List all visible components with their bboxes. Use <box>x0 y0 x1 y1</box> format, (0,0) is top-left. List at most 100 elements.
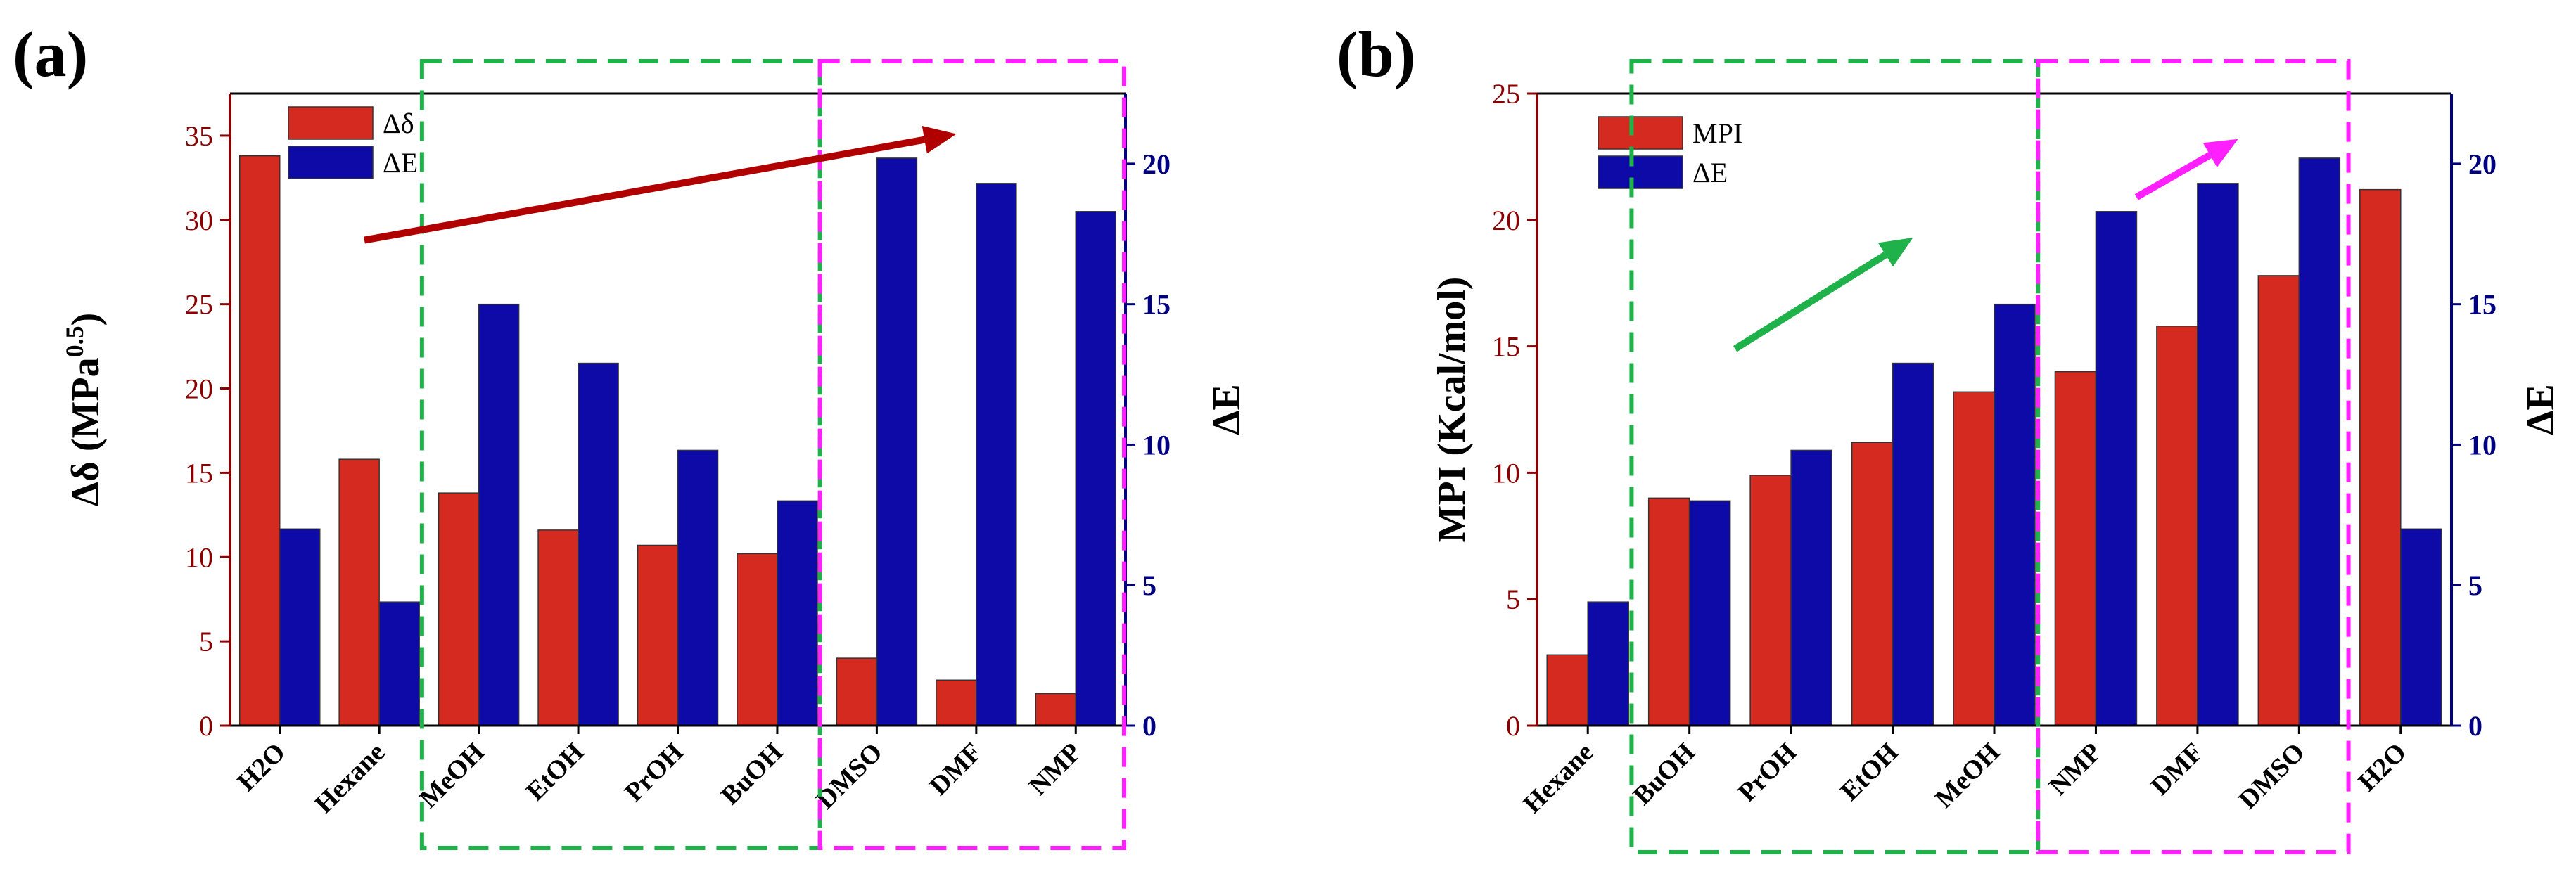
y-left-tick-label: 10 <box>185 541 213 573</box>
y-axis-left-title-main: Δδ (MPa <box>64 357 108 506</box>
bar-right-proh <box>1790 449 1832 726</box>
legend-label-0: Δδ <box>383 108 414 139</box>
y-right-tick-label: 5 <box>1142 570 1156 601</box>
bar-left-dmso <box>2257 275 2300 726</box>
x-tick-label-dmso: DMSO <box>2233 738 2310 815</box>
x-tick-label-meoh: MeOH <box>414 738 490 814</box>
legend-swatch-1 <box>1598 155 1683 189</box>
legend-swatch-1 <box>288 146 374 179</box>
group-box-1 <box>817 59 1126 850</box>
y-axis-left-title-main: MPI (Kcal/mol) <box>1430 277 1474 543</box>
bar-right-nmp <box>1075 211 1117 726</box>
bar-left-buoh <box>1647 497 1690 726</box>
y-axis-left-title-sup: 0.5 <box>60 326 89 357</box>
x-tick-label-proh: PrOH <box>1733 738 1803 808</box>
y-axis-right-title: ΔE <box>1205 384 1249 435</box>
x-tick-label-nmp: NMP <box>1024 738 1088 802</box>
y-right-tick-label: 0 <box>1142 710 1156 742</box>
x-tick-label-buoh: BuOH <box>1628 738 1701 811</box>
bar-left-nmp <box>2054 371 2097 726</box>
trend-arrow-line-0 <box>1733 252 1888 352</box>
bar-right-etoh <box>1892 362 1934 726</box>
bar-left-dmf <box>2156 326 2198 726</box>
bar-left-hexane <box>1546 654 1588 726</box>
bar-right-hexane <box>378 601 420 726</box>
bar-left-nmp <box>1035 693 1077 726</box>
trend-arrow-head-0 <box>922 125 957 154</box>
x-tick-label-hexane: Hexane <box>309 738 390 819</box>
y-left-tick-label: 10 <box>1492 457 1520 489</box>
x-tick-label-etoh: EtOH <box>1835 738 1904 806</box>
bar-right-nmp <box>2095 211 2138 726</box>
bar-left-meoh <box>1953 391 1995 726</box>
bar-right-h2o <box>2400 528 2442 726</box>
bar-left-dmso <box>836 657 878 726</box>
y-axis-left-title: MPI (Kcal/mol) <box>1430 277 1474 543</box>
y-left-tick-label: 0 <box>199 710 213 742</box>
x-tick-label-hexane: Hexane <box>1517 738 1599 819</box>
group-box-0 <box>419 59 822 850</box>
y-left-tick-label: 25 <box>185 289 213 321</box>
bar-right-proh <box>677 449 719 726</box>
y-left-tick-label: 5 <box>1506 584 1520 615</box>
y-left-tick-label: 25 <box>1492 78 1520 110</box>
y-right-tick-label: 5 <box>2468 570 2482 601</box>
y-axis-right-title: ΔE <box>2519 384 2563 435</box>
panel-label: (b) <box>1337 18 1415 90</box>
y-right-tick-label: 15 <box>1142 289 1171 321</box>
trend-arrow-head-0 <box>1877 237 1913 267</box>
bar-right-buoh <box>777 500 818 726</box>
panel-b: (b) 0 5 10 15 20 25 0 5 10 15 20 Hexane BuOH PrOH EtOH… <box>1337 18 2563 854</box>
panel-label: (a) <box>13 18 88 90</box>
y-left-tick-label: 5 <box>199 626 213 657</box>
bar-left-hexane <box>338 458 380 726</box>
y-axis-left-title-end: ) <box>64 313 108 326</box>
y-left-tick-label: 15 <box>1492 331 1520 363</box>
y-right-tick-label: 10 <box>2468 429 2497 461</box>
y-right-tick-label: 10 <box>1142 429 1171 461</box>
bar-right-dmso <box>2298 157 2341 726</box>
y-left-tick-label: 20 <box>1492 205 1520 236</box>
bar-left-etoh <box>1851 442 1894 726</box>
bar-right-meoh <box>478 303 520 726</box>
bar-left-meoh <box>438 492 480 726</box>
bar-left-proh <box>1749 475 1792 726</box>
group-box-1 <box>2036 59 2351 854</box>
x-tick-label-proh: PrOH <box>619 738 689 808</box>
trend-arrow-line-1 <box>2134 152 2212 200</box>
x-tick-label-dmso: DMSO <box>810 738 888 815</box>
bar-right-hexane <box>1587 601 1629 726</box>
x-tick-label-meoh: MeOH <box>1930 738 2006 814</box>
bar-right-etoh <box>578 362 619 726</box>
bar-right-dmf <box>2197 183 2239 726</box>
bar-right-meoh <box>1994 303 2036 726</box>
y-left-tick-label: 15 <box>185 457 213 489</box>
bar-left-dmf <box>936 679 977 726</box>
bar-right-h2o <box>279 528 321 726</box>
legend-swatch-0 <box>1598 116 1683 150</box>
y-right-tick-label: 0 <box>2468 710 2482 742</box>
trend-arrow-line-0 <box>364 136 926 244</box>
bar-right-buoh <box>1688 500 1731 726</box>
y-left-tick-label: 20 <box>185 373 213 405</box>
legend-swatch-0 <box>288 106 374 140</box>
group-box-0 <box>1629 59 2041 854</box>
y-right-tick-label: 20 <box>1142 148 1171 180</box>
x-tick-label-dmf: DMF <box>924 738 988 802</box>
bar-left-proh <box>637 544 679 726</box>
trend-arrow-head-1 <box>2202 139 2238 167</box>
x-tick-label-h2o: H2O <box>231 738 291 797</box>
bar-left-buoh <box>737 553 778 726</box>
y-left-tick-label: 35 <box>185 120 213 152</box>
panel-a: (a) 0 5 10 15 20 25 30 35 0 5 10 15 20 H2O Hexane MeOH E… <box>13 18 1249 850</box>
x-tick-label-etoh: EtOH <box>521 738 589 806</box>
bar-left-etoh <box>537 529 579 726</box>
y-left-tick-label: 0 <box>1506 710 1520 742</box>
x-tick-label-buoh: BuOH <box>715 738 789 811</box>
legend-label-1: ΔE <box>1692 157 1728 188</box>
y-axis-left-title: Δδ (MPa0.5) <box>60 313 108 507</box>
y-right-tick-label: 15 <box>2468 289 2497 321</box>
bar-left-h2o <box>2359 188 2402 726</box>
legend-label-0: MPI <box>1692 117 1742 149</box>
